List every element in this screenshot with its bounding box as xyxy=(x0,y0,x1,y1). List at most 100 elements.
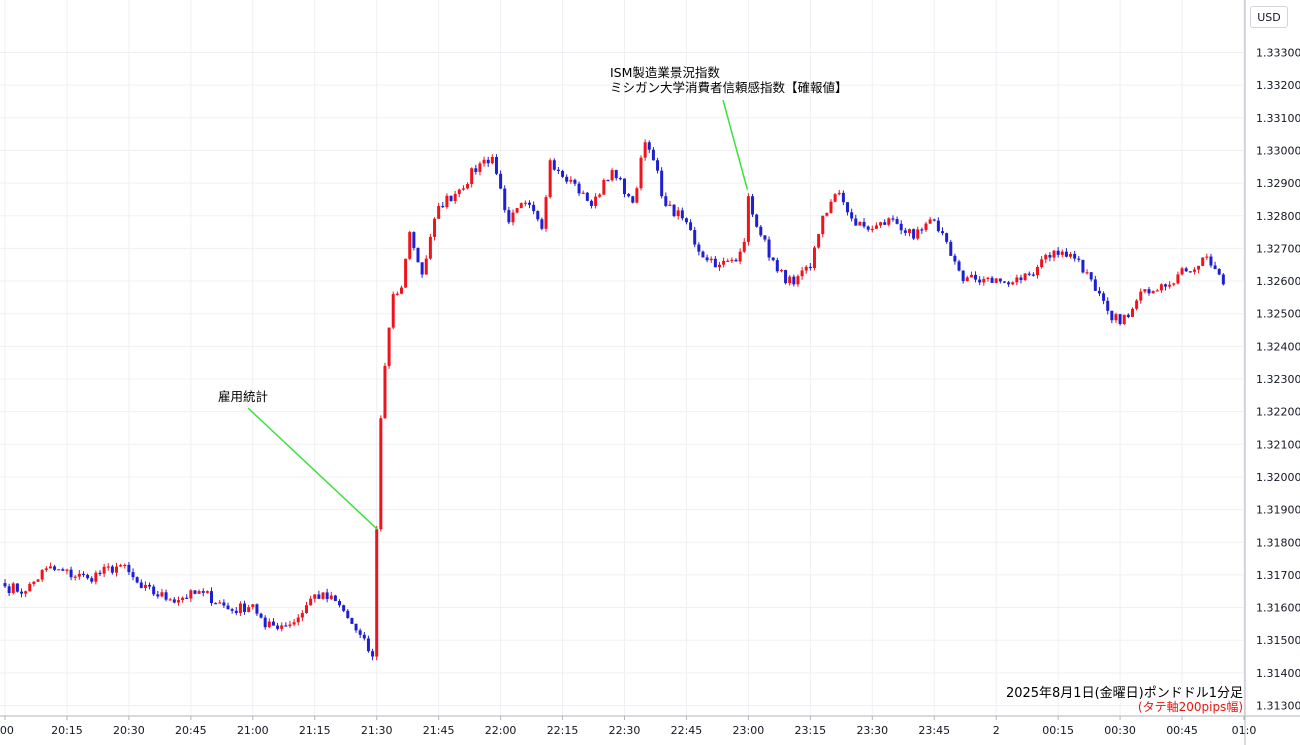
candle-body xyxy=(73,576,77,578)
candle-body xyxy=(565,176,569,182)
candle-body xyxy=(321,592,325,599)
candle-body xyxy=(338,601,342,606)
candle-body xyxy=(532,204,536,212)
candle-body xyxy=(1044,254,1048,260)
candle-body xyxy=(759,226,763,236)
candle-body xyxy=(1106,300,1110,311)
candle-body xyxy=(1102,293,1106,301)
nfp-annotation-label: 雇用統計 xyxy=(218,389,268,404)
x-tick-label: 00:15 xyxy=(1042,724,1074,737)
candle-body xyxy=(920,229,924,231)
candle-body xyxy=(689,222,693,231)
candle-body xyxy=(259,613,263,618)
candle-body xyxy=(1060,251,1064,255)
candle-body xyxy=(1069,253,1073,257)
candle-body xyxy=(437,205,441,219)
candle-body xyxy=(684,218,688,223)
candle-body xyxy=(1126,314,1130,317)
candle-body xyxy=(932,219,936,221)
candle-body xyxy=(1221,274,1225,285)
candle-body xyxy=(552,160,556,170)
candle-body xyxy=(1019,277,1023,281)
candle-body xyxy=(903,230,907,233)
candle-body xyxy=(561,170,565,177)
candle-body xyxy=(1040,259,1044,268)
candle-body xyxy=(494,156,498,174)
candle-body xyxy=(466,184,470,189)
candle-body xyxy=(1184,268,1188,272)
candle-body xyxy=(1077,258,1081,260)
currency-button[interactable]: USD xyxy=(1250,6,1288,28)
candle-body xyxy=(205,591,209,593)
candle-body xyxy=(912,229,916,239)
candle-body xyxy=(1159,284,1163,291)
x-tick-label: 21:15 xyxy=(299,724,331,737)
candle-body xyxy=(1011,282,1015,285)
candle-body xyxy=(234,610,238,614)
y-tick-label: 1.32300 xyxy=(1256,373,1300,386)
candle-body xyxy=(833,194,837,202)
candle-body xyxy=(883,222,887,225)
candle-body xyxy=(86,574,90,579)
candle-body xyxy=(837,192,841,195)
candle-body xyxy=(1139,291,1143,301)
candle-body xyxy=(404,258,408,288)
candle-body xyxy=(519,203,523,209)
candle-body xyxy=(115,566,119,573)
candle-body xyxy=(379,418,383,530)
candle-body xyxy=(1002,281,1006,283)
x-tick-label: 21:30 xyxy=(361,724,393,737)
x-tick-label: 23:45 xyxy=(918,724,950,737)
candle-body xyxy=(408,232,412,259)
candle-body xyxy=(210,591,213,604)
candle-body xyxy=(577,183,581,194)
candle-body xyxy=(499,173,503,189)
candle-body xyxy=(829,201,833,213)
candle-body xyxy=(371,651,375,657)
candle-body xyxy=(974,274,978,280)
y-tick-label: 1.32700 xyxy=(1256,242,1300,255)
candle-body xyxy=(482,159,486,164)
candle-body xyxy=(891,218,895,220)
candle-body xyxy=(1015,277,1019,283)
candle-body xyxy=(862,221,866,227)
candle-body xyxy=(1164,284,1168,287)
candle-body xyxy=(284,625,288,627)
candle-body xyxy=(40,570,44,580)
candle-body xyxy=(1197,265,1201,270)
candle-body xyxy=(784,270,788,284)
x-tick-label: 22:30 xyxy=(609,724,641,737)
candle-body xyxy=(164,592,168,600)
candle-body xyxy=(226,605,230,610)
candle-body xyxy=(540,219,544,229)
candle-body xyxy=(746,196,750,242)
candle-body xyxy=(193,590,197,594)
candle-body xyxy=(978,279,982,283)
candle-body xyxy=(643,142,647,158)
candle-body xyxy=(676,210,680,217)
candle-body xyxy=(924,223,928,230)
candle-body xyxy=(957,261,961,271)
candle-body xyxy=(304,605,308,614)
candle-body xyxy=(1048,254,1052,258)
candle-body xyxy=(507,210,511,223)
candle-body xyxy=(288,624,292,627)
candle-body xyxy=(36,579,40,582)
ism-annotation-label-1: ISM製造業景況指数 xyxy=(610,65,720,80)
candle-body xyxy=(222,602,226,606)
candle-body xyxy=(1172,283,1176,285)
y-tick-label: 1.32500 xyxy=(1256,308,1300,321)
candle-body xyxy=(189,590,193,599)
candle-body xyxy=(362,634,366,639)
candle-body xyxy=(1114,314,1118,321)
candle-body xyxy=(1052,250,1056,258)
candle-body xyxy=(135,577,139,583)
candle-body xyxy=(478,163,482,172)
candle-body xyxy=(953,255,957,262)
candle-body xyxy=(722,260,726,265)
y-tick-label: 1.32800 xyxy=(1256,210,1300,223)
candle-body xyxy=(928,219,932,224)
candle-body xyxy=(812,247,816,268)
candle-body xyxy=(428,236,432,259)
candle-body xyxy=(263,617,267,628)
